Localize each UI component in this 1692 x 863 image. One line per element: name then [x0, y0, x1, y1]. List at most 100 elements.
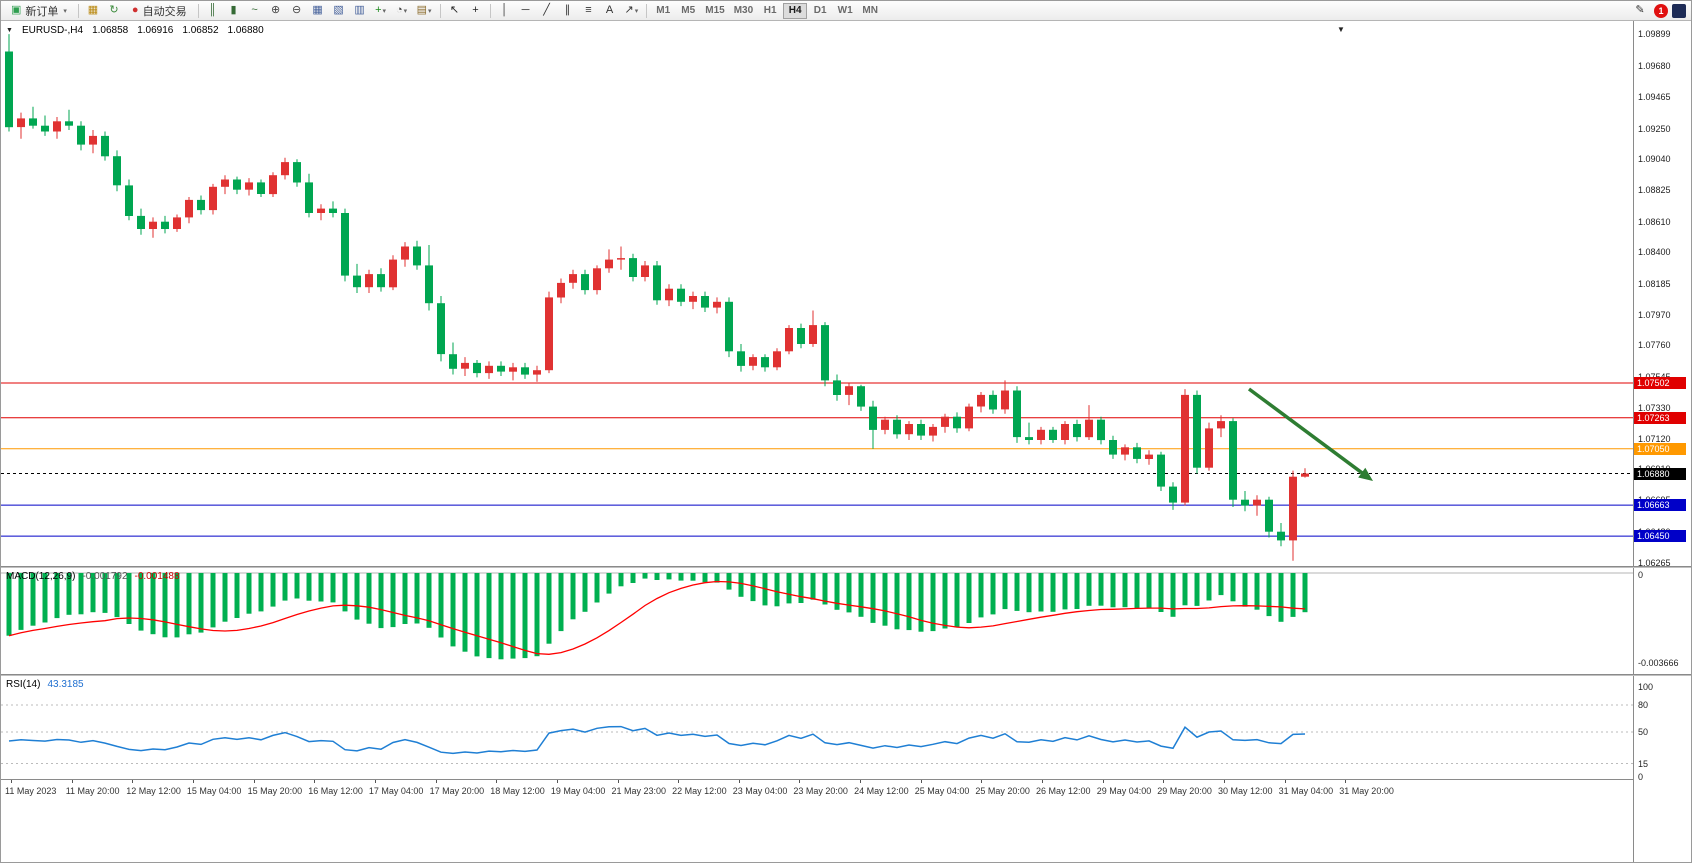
macd-bar [966, 573, 972, 623]
macd-bar [1278, 573, 1284, 622]
macd-bar [546, 573, 552, 644]
symbol-dropdown-icon[interactable]: ▼ [6, 27, 13, 34]
text-button[interactable]: A [600, 2, 620, 20]
line-chart-button[interactable]: ~ [245, 2, 265, 20]
bar-chart-button[interactable]: ║ [203, 2, 223, 20]
macd-bar [294, 573, 300, 599]
macd-bar [402, 573, 408, 624]
macd-bar [54, 573, 60, 619]
candle-body [1193, 394, 1201, 468]
timeframe-button-H4[interactable]: H4 [783, 2, 808, 19]
timeframe-button-D1[interactable]: D1 [808, 3, 832, 19]
trend-arrow-line[interactable] [1247, 387, 1367, 477]
app-icon[interactable] [1672, 3, 1686, 18]
time-axis-label: 17 May 04:00 [368, 786, 424, 796]
candle-body [1061, 424, 1069, 440]
cursor-button[interactable]: ↖ [445, 2, 465, 20]
templates-button[interactable]: ▤ ▾ [413, 2, 436, 20]
chevron-down-icon: ▾ [63, 7, 67, 15]
candle-body [1241, 499, 1249, 506]
periods-button[interactable]: ◔ ▾ [392, 2, 412, 20]
macd-bar [270, 573, 276, 607]
timeframe-button-M15[interactable]: M15 [701, 3, 728, 19]
price-axis-label: 1.09680 [1638, 61, 1671, 71]
pane-splitter[interactable] [1, 674, 1691, 676]
candle-body [641, 265, 649, 277]
candle-body [1169, 486, 1177, 503]
refresh-button[interactable]: ↻ [104, 2, 124, 20]
arrows-button[interactable]: ↗ ▾ [621, 2, 643, 20]
candle-body [989, 394, 997, 410]
candle-body [1205, 428, 1213, 468]
macd-bar [366, 573, 372, 624]
pane-splitter[interactable] [1, 566, 1691, 568]
trendline-button[interactable]: ╱ [537, 2, 557, 20]
auto-arrange-button[interactable]: ▧ [329, 2, 349, 20]
candle-body [437, 303, 445, 355]
crosshair-button[interactable]: + [466, 2, 486, 20]
toolbar-separator [489, 3, 491, 18]
candle-body [593, 268, 601, 291]
price-axis[interactable]: 0 -0.003666 1.09899 1.09680 1.09465 1.09250… [1633, 21, 1691, 862]
chart-window-button[interactable]: ▦ [83, 2, 103, 20]
level-price-tag: 1.06450 [1634, 530, 1686, 543]
macd-bar [138, 573, 144, 631]
autotrading-button[interactable]: ● 自动交易 [125, 2, 194, 20]
time-axis-tick [1163, 780, 1165, 783]
timeframe-button-MN[interactable]: MN [858, 3, 882, 19]
timeframe-button-M5[interactable]: M5 [676, 3, 700, 19]
time-axis[interactable]: 11 May 2023 11 May 20:00 12 May 12:00 15 Ma… [1, 779, 1633, 799]
macd-bar [678, 573, 684, 581]
price-axis-label: 1.08400 [1638, 247, 1671, 258]
zoom-in-button[interactable]: ⊕ [266, 2, 286, 20]
macd-bar [342, 573, 348, 612]
fibonacci-button[interactable]: ≡ [579, 2, 599, 20]
horizontal-line-button[interactable]: ─ [516, 2, 536, 20]
trend-arrow-annotation[interactable] [1247, 387, 1373, 481]
candle-body [881, 419, 889, 430]
symbol-info: ▼ EURUSD-,H4 1.06858 1.06916 1.06852 1.0… [6, 25, 264, 36]
draw-tools-group: │ ─ ╱ ∥ ≡ A ↗ ▾ [495, 2, 643, 20]
horizontal-lines[interactable] [1, 382, 1633, 537]
rsi-pane[interactable] [1, 676, 1633, 779]
time-axis-tick [799, 780, 801, 783]
macd-pane[interactable] [1, 568, 1633, 674]
vertical-line-button[interactable]: │ [495, 2, 515, 20]
edit-button[interactable]: ✎ [1630, 2, 1650, 20]
price-chart[interactable] [1, 21, 1633, 566]
time-axis-tick [678, 780, 680, 783]
candle-body [233, 179, 241, 190]
chart-shift-button[interactable]: ▥ [350, 2, 370, 20]
indicators-button[interactable]: + ▾ [371, 2, 391, 20]
candle-body [617, 258, 625, 260]
zoom-out-button[interactable]: ⊖ [287, 2, 307, 20]
macd-bar [774, 573, 780, 607]
timeframe-button-M1[interactable]: M1 [651, 3, 675, 19]
macd-bar [582, 573, 588, 612]
candle-body [533, 370, 541, 375]
new-order-button[interactable]: ▣ 新订单 ▾ [4, 2, 74, 20]
chart-shift-marker[interactable]: ▼ [1337, 25, 1345, 34]
notification-badge[interactable]: 1 [1654, 3, 1668, 18]
timeframe-button-H1[interactable]: H1 [758, 3, 782, 19]
candle-body [545, 297, 553, 371]
edit-icon: ✎ [1635, 4, 1645, 16]
tile-windows-icon: ▦ [312, 4, 323, 16]
candle-body [65, 121, 73, 126]
channel-button[interactable]: ∥ [558, 2, 578, 20]
candlestick-chart-button[interactable]: ▮ [224, 2, 244, 20]
time-axis-label: 30 May 12:00 [1218, 786, 1273, 796]
candle-body [677, 288, 685, 302]
rsi-title: RSI(14) [6, 679, 41, 690]
time-axis-label: 24 May 12:00 [854, 786, 909, 796]
candle-body [497, 365, 505, 372]
macd-bar [1050, 573, 1056, 612]
candle-body [737, 351, 745, 366]
candle-body [1097, 419, 1105, 441]
macd-bar [942, 573, 948, 629]
tile-windows-button[interactable]: ▦ [308, 2, 328, 20]
macd-bar [714, 573, 720, 583]
timeframe-button-M30[interactable]: M30 [730, 3, 757, 19]
timeframe-button-W1[interactable]: W1 [833, 3, 857, 19]
